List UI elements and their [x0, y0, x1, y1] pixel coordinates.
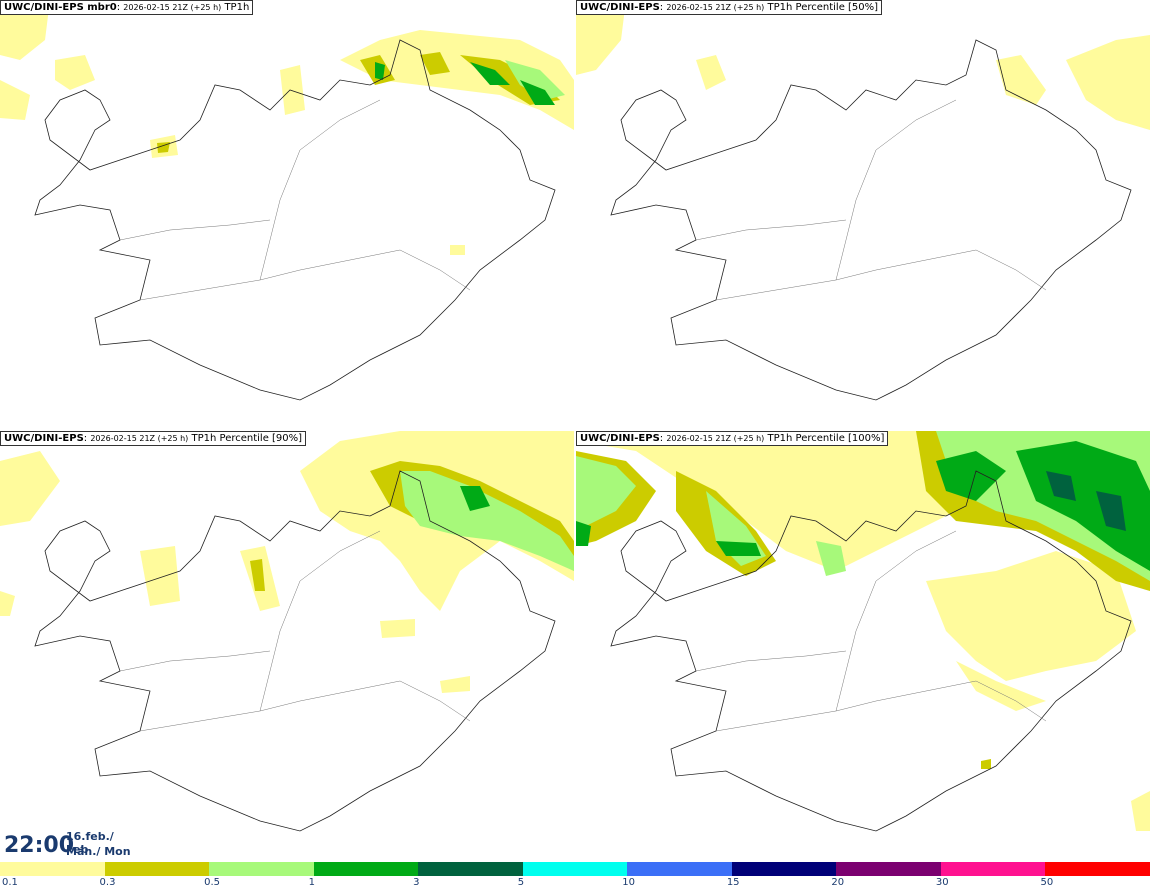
panel-product: TP1h Percentile [100%] [767, 433, 885, 444]
precip-map-p100 [576, 431, 1150, 832]
precip-map-p50 [576, 0, 1150, 401]
panel-divider [574, 0, 576, 862]
legend-swatch [104, 862, 210, 876]
precip-map-p90 [0, 431, 574, 832]
legend-label: 0.5 [204, 877, 220, 888]
legend-label: 15 [726, 877, 740, 888]
legend-label: 30 [935, 877, 949, 888]
legend-swatch [418, 862, 523, 876]
panel-member: mbr0 [83, 2, 117, 13]
iceland-coastline [34, 470, 556, 832]
map-panel-mbr0: UWC/DINI-EPS mbr0: 2026-02-15 21Z (+25 h… [0, 0, 574, 431]
panel-product: TP1h Percentile [50%] [767, 2, 879, 13]
legend-swatch [0, 862, 105, 876]
legend-label: 0.1 [2, 877, 18, 888]
color-legend [0, 862, 1150, 876]
legend-swatch [940, 862, 1046, 876]
panel-title: UWC/DINI-EPS: 2026-02-15 21Z (+25 h) TP1… [576, 431, 889, 446]
legend-swatch [731, 862, 837, 876]
legend-label: 1 [308, 877, 315, 888]
legend-label: 20 [831, 877, 845, 888]
panel-source: UWC/DINI-EPS [580, 433, 660, 444]
precip-field [576, 431, 1150, 831]
panel-title: UWC/DINI-EPS mbr0: 2026-02-15 21Z (+25 h… [0, 0, 254, 15]
legend-swatch [627, 862, 732, 876]
panel-run: 2026-02-15 21Z (+25 h) [666, 3, 765, 12]
panel-product: TP1h Percentile [90%] [191, 433, 303, 444]
map-panel-p100: UWC/DINI-EPS: 2026-02-15 21Z (+25 h) TP1… [576, 431, 1150, 862]
iceland-coastline [34, 39, 556, 401]
valid-date: 16.feb./ Feb [66, 830, 114, 856]
legend-label: 5 [517, 877, 525, 888]
panel-title: UWC/DINI-EPS: 2026-02-15 21Z (+25 h) TP1… [0, 431, 307, 446]
panel-source: UWC/DINI-EPS [4, 433, 84, 444]
panel-run: 2026-02-15 21Z (+25 h) [90, 434, 189, 443]
legend-swatch [522, 862, 628, 876]
road-network [695, 530, 1047, 732]
legend-swatch [836, 862, 941, 876]
valid-day: Mán./ Mon [66, 845, 131, 858]
valid-time: 22:00 [4, 833, 75, 858]
road-network [119, 530, 471, 732]
legend-labels: 0.1 0.3 0.5 1 3 5 10 15 20 30 50 [0, 877, 1150, 891]
panel-source: UWC/DINI-EPS [580, 2, 660, 13]
precip-field [0, 0, 574, 255]
map-panel-p50: UWC/DINI-EPS: 2026-02-15 21Z (+25 h) TP1… [576, 0, 1150, 431]
legend-swatch [209, 862, 314, 876]
precip-field [0, 431, 574, 693]
panel-run: 2026-02-15 21Z (+25 h) [666, 434, 765, 443]
panel-source: UWC/DINI-EPS [4, 2, 84, 13]
legend-label: 50 [1040, 877, 1054, 888]
road-network [695, 99, 1047, 301]
legend-label: 0.3 [99, 877, 116, 888]
legend-label: 3 [413, 877, 420, 888]
iceland-coastline [610, 470, 1132, 832]
panel-title: UWC/DINI-EPS: 2026-02-15 21Z (+25 h) TP1… [576, 0, 883, 15]
panel-run: 2026-02-15 21Z (+25 h) [123, 3, 222, 12]
legend-swatch [1045, 862, 1150, 876]
valid-time-box: 22:00 16.feb./ Feb Mán./ Mon [0, 826, 140, 862]
road-network [119, 99, 471, 301]
map-panel-p90: UWC/DINI-EPS: 2026-02-15 21Z (+25 h) TP1… [0, 431, 574, 862]
precip-map-mbr0 [0, 0, 574, 401]
legend-label: 10 [622, 877, 635, 888]
iceland-coastline [610, 39, 1132, 401]
precip-field [576, 0, 1150, 130]
legend-swatch [313, 862, 419, 876]
panel-product: TP1h [224, 2, 250, 13]
